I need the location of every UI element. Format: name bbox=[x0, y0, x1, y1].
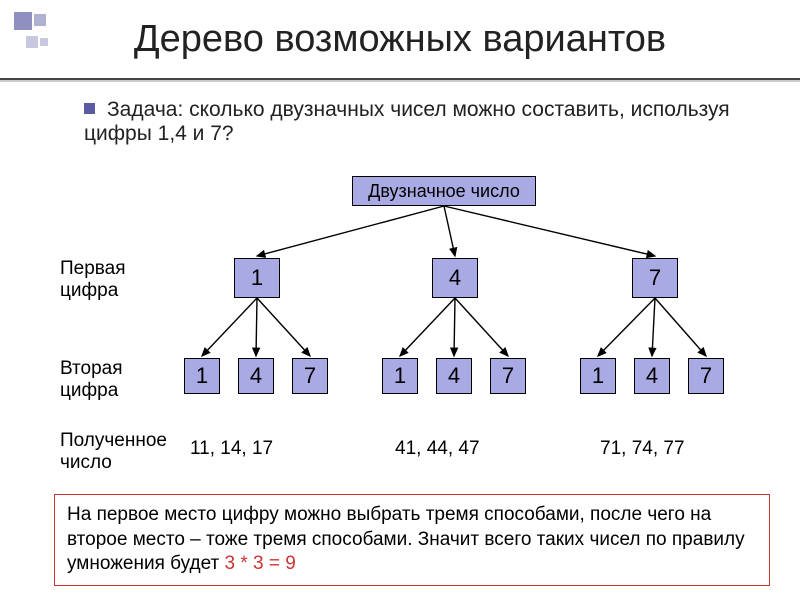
task-text: Задача: сколько двузначных чисел можно с… bbox=[84, 98, 760, 146]
tree-leaf-7: 4 bbox=[634, 358, 670, 394]
tree-leaf-0: 1 bbox=[184, 358, 220, 394]
label-first-digit: Первая цифра bbox=[60, 258, 160, 302]
label-result: Полученное число bbox=[60, 430, 180, 474]
page-title: Дерево возможных вариантов bbox=[0, 18, 800, 61]
tree-leaf-5: 7 bbox=[490, 358, 526, 394]
result-group-2: 71, 74, 77 bbox=[600, 438, 685, 460]
tree-leaf-8: 7 bbox=[688, 358, 724, 394]
tree-leaf-3: 1 bbox=[382, 358, 418, 394]
task-label: Задача: сколько двузначных чисел можно с… bbox=[84, 98, 730, 145]
tree-leaf-2: 7 bbox=[292, 358, 328, 394]
conclusion-text: На первое место цифру можно выбрать трем… bbox=[67, 504, 745, 574]
tree-node-l1-1: 4 bbox=[432, 258, 478, 298]
tree-leaf-1: 4 bbox=[238, 358, 274, 394]
result-group-1: 41, 44, 47 bbox=[395, 438, 480, 460]
label-second-digit: Вторая цифра bbox=[60, 358, 160, 402]
conclusion-box: На первое место цифру можно выбрать трем… bbox=[54, 494, 770, 586]
tree-leaf-4: 4 bbox=[436, 358, 472, 394]
tree-node-l1-0: 1 bbox=[234, 258, 280, 298]
title-shadow bbox=[0, 80, 800, 82]
conclusion-formula: 3 * 3 = 9 bbox=[224, 553, 295, 574]
result-group-0: 11, 14, 17 bbox=[190, 438, 273, 460]
tree-leaf-6: 1 bbox=[580, 358, 616, 394]
bullet-icon bbox=[84, 103, 95, 114]
tree-node-l1-2: 7 bbox=[632, 258, 678, 298]
